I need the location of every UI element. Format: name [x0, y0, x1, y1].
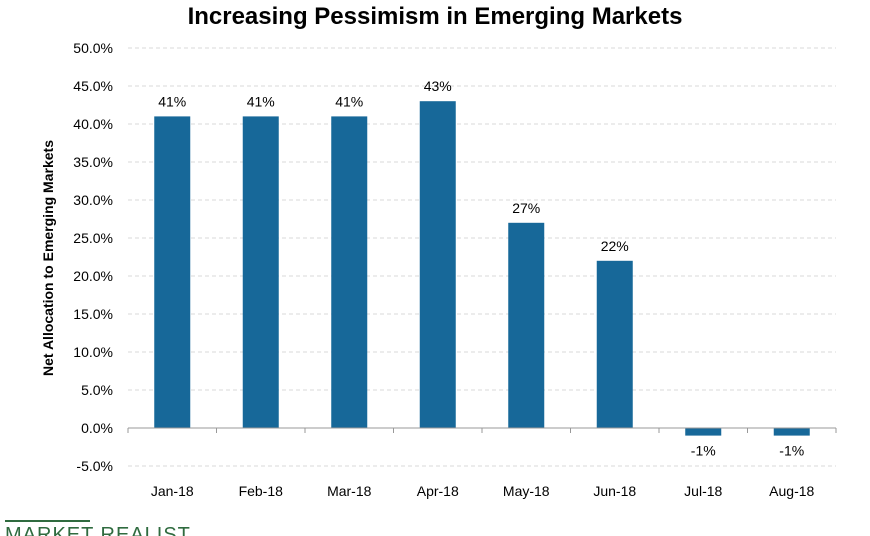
bar — [773, 428, 810, 436]
y-tick-label: -5.0% — [76, 458, 113, 474]
y-tick-label: 10.0% — [73, 344, 113, 360]
bar — [508, 222, 545, 428]
data-label: 41% — [335, 93, 363, 109]
data-label: 41% — [247, 93, 275, 109]
bar — [154, 116, 191, 429]
data-label: 22% — [601, 238, 629, 254]
y-tick-label: 0.0% — [81, 420, 113, 436]
x-tick-label: Jan-18 — [151, 483, 194, 499]
x-axis — [127, 427, 837, 433]
bar — [242, 116, 279, 429]
x-tick-label: May-18 — [503, 483, 550, 499]
y-tick-label: 40.0% — [73, 116, 113, 132]
y-tick-label: 35.0% — [73, 154, 113, 170]
y-tick-label: 25.0% — [73, 230, 113, 246]
bar — [596, 260, 633, 428]
y-axis-ticks: -5.0% 0.0% 5.0% 10.0% 15.0% 20.0% 25.0% 30.0% 35… — [73, 40, 113, 474]
x-tick-label: Jun-18 — [593, 483, 636, 499]
y-tick-label: 20.0% — [73, 268, 113, 284]
x-tick-label: Mar-18 — [327, 483, 372, 499]
y-tick-label: 30.0% — [73, 192, 113, 208]
gridlines — [128, 47, 836, 467]
y-tick-label: 45.0% — [73, 78, 113, 94]
y-tick-label: 15.0% — [73, 306, 113, 322]
data-labels: 41% 41% 41% 43% 27% 22% -1% -1% — [158, 78, 804, 458]
x-axis-ticks: Jan-18 Feb-18 Mar-18 Apr-18 May-18 Jun-18 Jul-… — [151, 483, 815, 499]
y-tick-label: 5.0% — [81, 382, 113, 398]
watermark-rule — [5, 520, 90, 522]
x-tick-label: Apr-18 — [417, 483, 459, 499]
data-label: 41% — [158, 93, 186, 109]
bar — [685, 428, 722, 436]
y-tick-label: 50.0% — [73, 40, 113, 56]
data-label: -1% — [779, 443, 804, 459]
x-tick-label: Aug-18 — [769, 483, 814, 499]
x-tick-label: Feb-18 — [239, 483, 284, 499]
bars — [154, 101, 810, 436]
data-label: 27% — [512, 200, 540, 216]
watermark-logo: MARKET REALIST — [5, 524, 191, 536]
chart-title: Increasing Pessimism in Emerging Markets — [187, 3, 683, 30]
data-label: -1% — [691, 443, 716, 459]
bar — [419, 101, 456, 428]
x-tick-label: Jul-18 — [684, 483, 722, 499]
bar — [331, 116, 368, 429]
data-label: 43% — [424, 78, 452, 94]
